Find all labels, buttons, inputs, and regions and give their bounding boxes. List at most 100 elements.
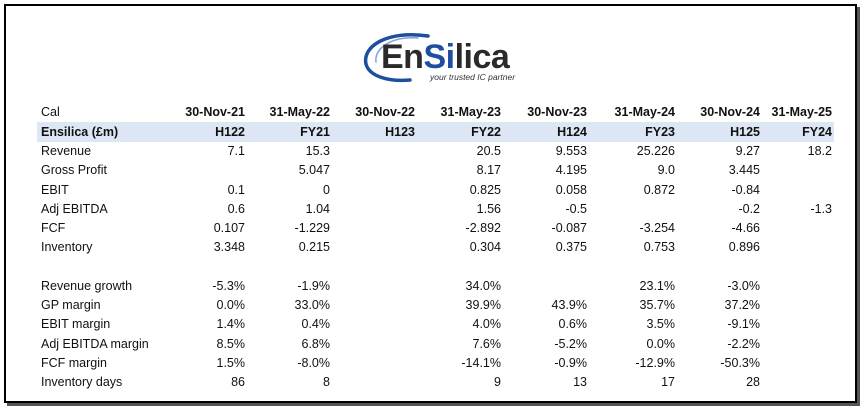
table-cell: -8.0%: [297, 355, 330, 370]
table-cell: 1.04: [305, 201, 330, 216]
table-cell: 0.215: [298, 240, 330, 255]
table-cell: 0.058: [555, 182, 587, 197]
table-cell: 39.9%: [465, 298, 501, 313]
table-cell: 7.1: [227, 143, 245, 158]
table-cell: [332, 238, 417, 257]
table-cell: 30-Nov-21: [185, 105, 245, 120]
table-cell: [762, 373, 834, 392]
table-cell: 0.0%: [646, 336, 676, 351]
table-cell: 31-May-24: [614, 105, 675, 120]
spreadsheet-frame: EnSilica your trusted IC partner Cal 30-N…: [4, 4, 857, 403]
row-label: FCF margin: [41, 355, 107, 370]
table-cell: 20.5: [476, 143, 501, 158]
table-cell: 25.226: [636, 143, 675, 158]
table-cell: 0.753: [643, 240, 675, 255]
table-cell: [503, 276, 589, 295]
row-label: Ensilica (£m): [37, 122, 153, 142]
table-cell: 0.6: [227, 201, 245, 216]
table-cell: [762, 180, 834, 199]
table-cell: [332, 219, 417, 238]
table-cell: 4.0%: [472, 317, 502, 332]
table-cell: 35.7%: [639, 298, 675, 313]
table-cell: 37.2%: [724, 298, 760, 313]
table-cell: 1.5%: [216, 355, 246, 370]
table-cell: -3.0%: [727, 278, 760, 293]
table-cell: 0.1: [227, 182, 245, 197]
table-cell: 31-May-23: [440, 105, 501, 120]
table-cell: 4.195: [555, 163, 587, 178]
table-cell: [332, 161, 417, 180]
table-cell: -4.66: [731, 221, 761, 236]
table-cell: [332, 142, 417, 161]
header-row-periods: Ensilica (£m) H122 FY21 H123 FY22 H124 FY23 H12…: [37, 122, 834, 142]
row-label: Cal: [41, 105, 60, 120]
row-label: Gross Profit: [41, 163, 107, 178]
table-cell: 8: [323, 375, 330, 390]
table-row: Inventory days 86 8 9 13 17 28: [37, 373, 834, 392]
table-cell: [762, 276, 834, 295]
table-row: FCF 0.107 -1.229 -2.892 -0.087 -3.254 -4.66: [37, 219, 834, 238]
table-cell: 18.2: [807, 143, 832, 158]
table-cell: [332, 199, 417, 218]
row-label: [37, 257, 153, 276]
table-cell: [762, 161, 834, 180]
table-cell: -1.229: [294, 221, 330, 236]
logo-arc-icon: [363, 33, 430, 83]
table-cell: 3.348: [213, 240, 245, 255]
table-cell: -2.892: [465, 221, 501, 236]
table-cell: 8.17: [476, 163, 501, 178]
table-cell: -3.254: [639, 221, 675, 236]
logo-wordmark: EnSilica: [381, 38, 510, 76]
table-cell: [332, 257, 417, 276]
table-cell: 17: [661, 375, 675, 390]
table-cell: [589, 257, 677, 276]
table-cell: 28: [746, 375, 760, 390]
table-cell: 23.1%: [639, 278, 675, 293]
row-label: Adj EBITDA margin: [41, 336, 149, 351]
table-cell: 13: [573, 375, 587, 390]
table-cell: 34.0%: [465, 278, 501, 293]
table-cell: H123: [332, 122, 417, 142]
row-label: Revenue: [41, 143, 92, 158]
row-label: EBIT: [41, 182, 69, 197]
table-cell: -5.3%: [212, 278, 245, 293]
table-cell: FY21: [247, 122, 332, 142]
table-cell: -9.1%: [727, 317, 760, 332]
table-cell: 43.9%: [551, 298, 587, 313]
table-cell: -0.087: [551, 221, 587, 236]
row-label: Inventory days: [41, 375, 123, 390]
table-row: FCF margin 1.5% -8.0% -14.1% -0.9% -12.9% -50.…: [37, 354, 834, 373]
table-cell: 30-Nov-24: [700, 105, 760, 120]
table-cell: 9.27: [735, 143, 760, 158]
table-cell: [332, 296, 417, 315]
table-cell: 7.6%: [472, 336, 502, 351]
table-row: GP margin 0.0% 33.0% 39.9% 43.9% 35.7% 37.2%: [37, 296, 834, 315]
table-cell: 0: [323, 182, 330, 197]
table-cell: 31-May-25: [771, 105, 832, 120]
table-row: Adj EBITDA 0.6 1.04 1.56 -0.5 -0.2 -1.3: [37, 199, 834, 218]
table-cell: 8.5%: [216, 336, 246, 351]
table-row: Adj EBITDA margin 8.5% 6.8% 7.6% -5.2% 0.0% -2…: [37, 334, 834, 353]
table-cell: 1.4%: [216, 317, 246, 332]
table-cell: 0.107: [213, 221, 245, 236]
row-label: GP margin: [41, 298, 101, 313]
table-cell: -14.1%: [461, 355, 501, 370]
table-cell: 9.0: [657, 163, 675, 178]
table-cell: 0.0%: [216, 298, 246, 313]
row-label: FCF: [41, 221, 66, 236]
row-label: Inventory: [41, 240, 93, 255]
table-cell: [762, 219, 834, 238]
row-label: EBIT margin: [41, 317, 111, 332]
table-row: Inventory 3.348 0.215 0.304 0.375 0.753 0.896: [37, 238, 834, 257]
table-row: EBIT 0.1 0 0.825 0.058 0.872 -0.84: [37, 180, 834, 199]
table-row: EBIT margin 1.4% 0.4% 4.0% 0.6% 3.5% -9.1%: [37, 315, 834, 334]
table-cell: [762, 334, 834, 353]
table-cell: -50.3%: [720, 355, 760, 370]
table-cell: 0.872: [643, 182, 675, 197]
table-cell: [332, 334, 417, 353]
table-cell: FY24: [762, 122, 834, 142]
table-cell: 31-May-22: [269, 105, 330, 120]
table-cell: [503, 257, 589, 276]
table-cell: [589, 199, 677, 218]
table-cell: -0.9%: [554, 355, 587, 370]
